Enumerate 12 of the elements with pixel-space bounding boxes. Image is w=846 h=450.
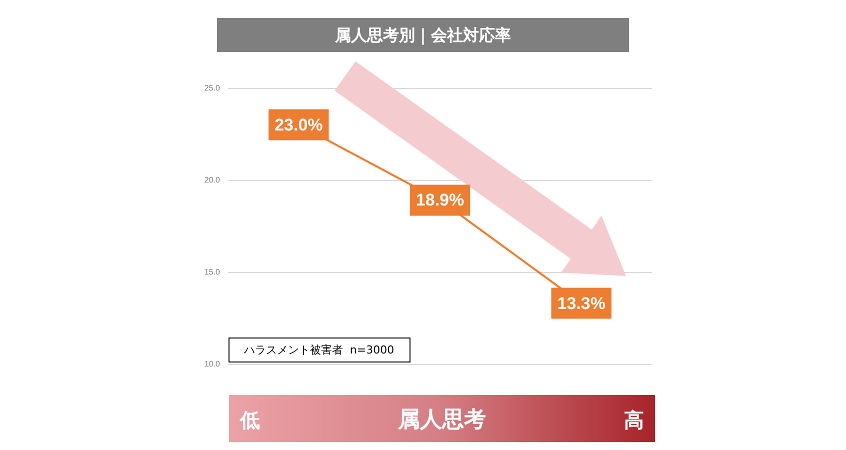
annotation: ハラスメント被害者 n=3000 (242, 344, 394, 356)
text: 高 (624, 408, 644, 432)
x-axis-title: 属人思考 (397, 408, 486, 432)
text: 低 (239, 408, 260, 432)
data-label: 23.0% (274, 115, 323, 134)
data-label: 18.9% (416, 190, 464, 210)
chart-title: 属人思考別｜会社対応率 (334, 26, 511, 46)
y-tick-label: 10.0 (204, 360, 221, 368)
y-tick-label: 15.0 (204, 268, 221, 276)
data-label: 13.3% (557, 294, 606, 313)
y-tick-label: 20.0 (204, 176, 221, 184)
y-tick-label: 25.0 (204, 84, 221, 92)
